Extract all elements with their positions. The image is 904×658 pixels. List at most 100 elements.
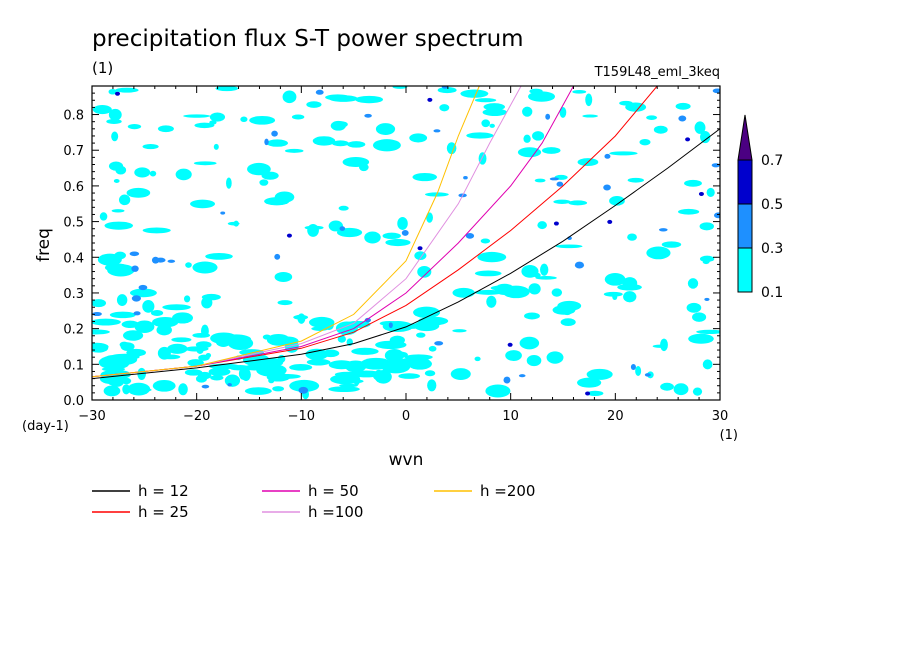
contour-patch [639, 138, 651, 146]
contour-patch-mid [644, 373, 651, 377]
contour-patch [306, 358, 331, 366]
contour-patch-mid [658, 228, 668, 232]
x-axis-label: wvn [389, 450, 424, 470]
contour-patch [330, 374, 361, 385]
contour-patch [160, 354, 181, 360]
contour-patch [185, 262, 192, 268]
contour-patch [197, 371, 212, 380]
contour-patch [623, 291, 637, 303]
contour-patch-mid [201, 384, 210, 389]
contour-patch [210, 332, 238, 345]
contour-patch [175, 168, 192, 181]
contour-patch [192, 261, 218, 274]
contour-patch [108, 89, 117, 95]
contour-patch-mid [155, 257, 166, 263]
contour-patch-mid [714, 212, 720, 219]
contour-patch-mid [503, 376, 511, 384]
contour-patch [586, 390, 604, 397]
contour-patch [97, 253, 122, 266]
contour-patch-high [115, 91, 121, 96]
contour-patch [526, 355, 542, 367]
contour-patch [92, 342, 109, 351]
series-line [92, 86, 658, 378]
contour-patch [474, 356, 481, 362]
contour-patch [118, 194, 131, 206]
contour-patch [134, 320, 155, 333]
contour-patch [617, 283, 642, 291]
contour-patch [452, 329, 467, 333]
contour-patch [293, 314, 309, 320]
contour-patch [272, 386, 285, 392]
contour-patch [347, 141, 366, 148]
legend-label: h = 25 [138, 503, 189, 521]
contour-patch [417, 265, 432, 278]
chart-subtitle-right: T159L48_eml_3keq [594, 65, 720, 80]
contour-patch [104, 221, 134, 230]
contour-patch [106, 119, 122, 125]
contour-patch [586, 368, 613, 380]
contour-patch-high [607, 219, 613, 224]
contour-patch [192, 332, 211, 338]
contour-patch [238, 367, 248, 380]
contour-patch [673, 383, 689, 396]
contour-patch [142, 144, 159, 150]
contour-patch [162, 304, 191, 311]
contour-patch [129, 288, 157, 298]
contour-patch [249, 115, 276, 125]
contour-patch-high [427, 97, 433, 102]
contour-patch [187, 359, 204, 367]
contour-patch [397, 216, 408, 230]
colorbar-label: 0.1 [761, 285, 783, 301]
contour-patch [245, 364, 264, 371]
contour-patch-mid [131, 295, 141, 302]
x-tick-label: −20 [183, 409, 210, 424]
contour-patch [100, 358, 130, 370]
contour-patch-high [507, 342, 513, 347]
contour-patch [92, 318, 121, 326]
x-axis-unit: (1) [720, 428, 738, 443]
contour-patch [167, 343, 188, 354]
contour-patch [706, 187, 715, 197]
contour-patch [627, 177, 644, 183]
contour-patch [541, 147, 561, 154]
y-tick-label: 0.1 [63, 358, 84, 373]
contour-patch [312, 136, 336, 146]
colorbar-label: 0.3 [761, 241, 783, 257]
y-tick-label: 0.3 [63, 287, 84, 302]
contour-patch [284, 148, 304, 153]
contour-patch-mid [401, 229, 409, 236]
contour-patch [306, 101, 322, 108]
contour-patch [142, 227, 171, 234]
contour-patch [193, 161, 217, 166]
contour-patch-mid [271, 130, 278, 137]
contour-patch [562, 307, 572, 316]
contour-patch [262, 334, 272, 340]
contour-patch-mid [339, 226, 346, 231]
contour-patch [460, 89, 489, 98]
contour-patch [477, 251, 507, 263]
contour-patch [108, 108, 122, 121]
contour-patch [104, 263, 129, 272]
contour-patch [482, 108, 507, 117]
contour-patch [92, 299, 107, 308]
contour-patch [196, 346, 204, 354]
contour-patch [142, 300, 155, 313]
y-axis-label: freq [34, 228, 54, 262]
contour-patch [700, 130, 711, 144]
contour-patch [259, 179, 269, 186]
y-tick-label: 0.7 [63, 144, 84, 159]
contour-patch [517, 147, 542, 158]
colorbar-label: 0.5 [761, 197, 783, 213]
contour-patch [274, 191, 295, 203]
contour-patch [660, 338, 668, 352]
contour-patch [694, 121, 706, 134]
contour-patch [111, 131, 119, 142]
contour-patch [437, 86, 457, 94]
contour-patch-mid [434, 341, 444, 346]
contour-patch [156, 324, 172, 336]
contour-patch [337, 335, 346, 343]
contour-patch [452, 287, 475, 298]
legend-label: h =200 [480, 482, 535, 500]
